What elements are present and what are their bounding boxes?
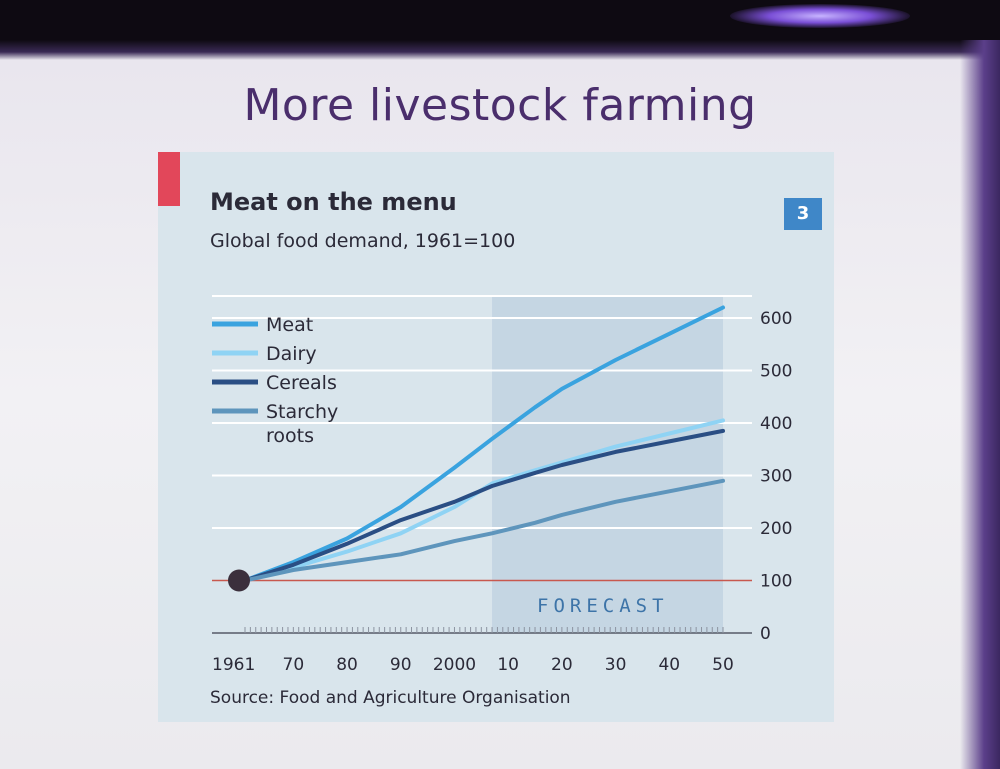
legend-label-dairy: Dairy <box>266 343 317 365</box>
forecast-band <box>492 296 723 633</box>
x-tick-label-1980: 80 <box>336 655 358 675</box>
series-line-starchy-roots <box>243 478 725 583</box>
chart-title: Meat on the menu <box>210 188 457 216</box>
x-tick-label-2030: 30 <box>605 655 627 675</box>
y-tick-label-600: 600 <box>760 309 792 329</box>
legend-label-meat: Meat <box>266 314 313 336</box>
series-line-cereals <box>243 428 725 583</box>
x-tick-label-1961: 1961 <box>212 655 255 675</box>
x-tick-label-1990: 90 <box>390 655 412 675</box>
y-tick-label-500: 500 <box>760 362 792 382</box>
y-tick-label-0: 0 <box>760 624 771 644</box>
screen-edge <box>960 40 1000 769</box>
chart-source: Source: Food and Agriculture Organisatio… <box>210 688 571 708</box>
x-tick-label-2050: 50 <box>712 655 734 675</box>
y-tick-label-100: 100 <box>760 572 792 592</box>
x-tick-label-2000: 2000 <box>433 655 476 675</box>
forecast-label: FORECAST <box>537 595 669 617</box>
series-line-meat <box>243 305 725 583</box>
x-tick-label-2020: 20 <box>551 655 573 675</box>
x-tick-label-2010: 10 <box>497 655 519 675</box>
series-line-dairy <box>243 418 725 583</box>
legend-label-starchy-roots: Starchy <box>266 401 338 423</box>
x-tick-label-1970: 70 <box>283 655 305 675</box>
projector-light <box>730 4 910 28</box>
y-tick-label-300: 300 <box>760 467 792 487</box>
chart-subtitle: Global food demand, 1961=100 <box>210 230 516 252</box>
y-tick-label-200: 200 <box>760 519 792 539</box>
legend-label-starchy-roots: roots <box>266 425 314 447</box>
baseline-start-point <box>228 569 250 592</box>
y-tick-label-400: 400 <box>760 414 792 434</box>
chart-red-tab <box>158 152 180 206</box>
x-tick-label-2040: 40 <box>658 655 680 675</box>
legend-label-cereals: Cereals <box>266 372 337 394</box>
slide-title: More livestock farming <box>243 80 757 131</box>
chart-number-badge: 3 <box>784 198 822 230</box>
